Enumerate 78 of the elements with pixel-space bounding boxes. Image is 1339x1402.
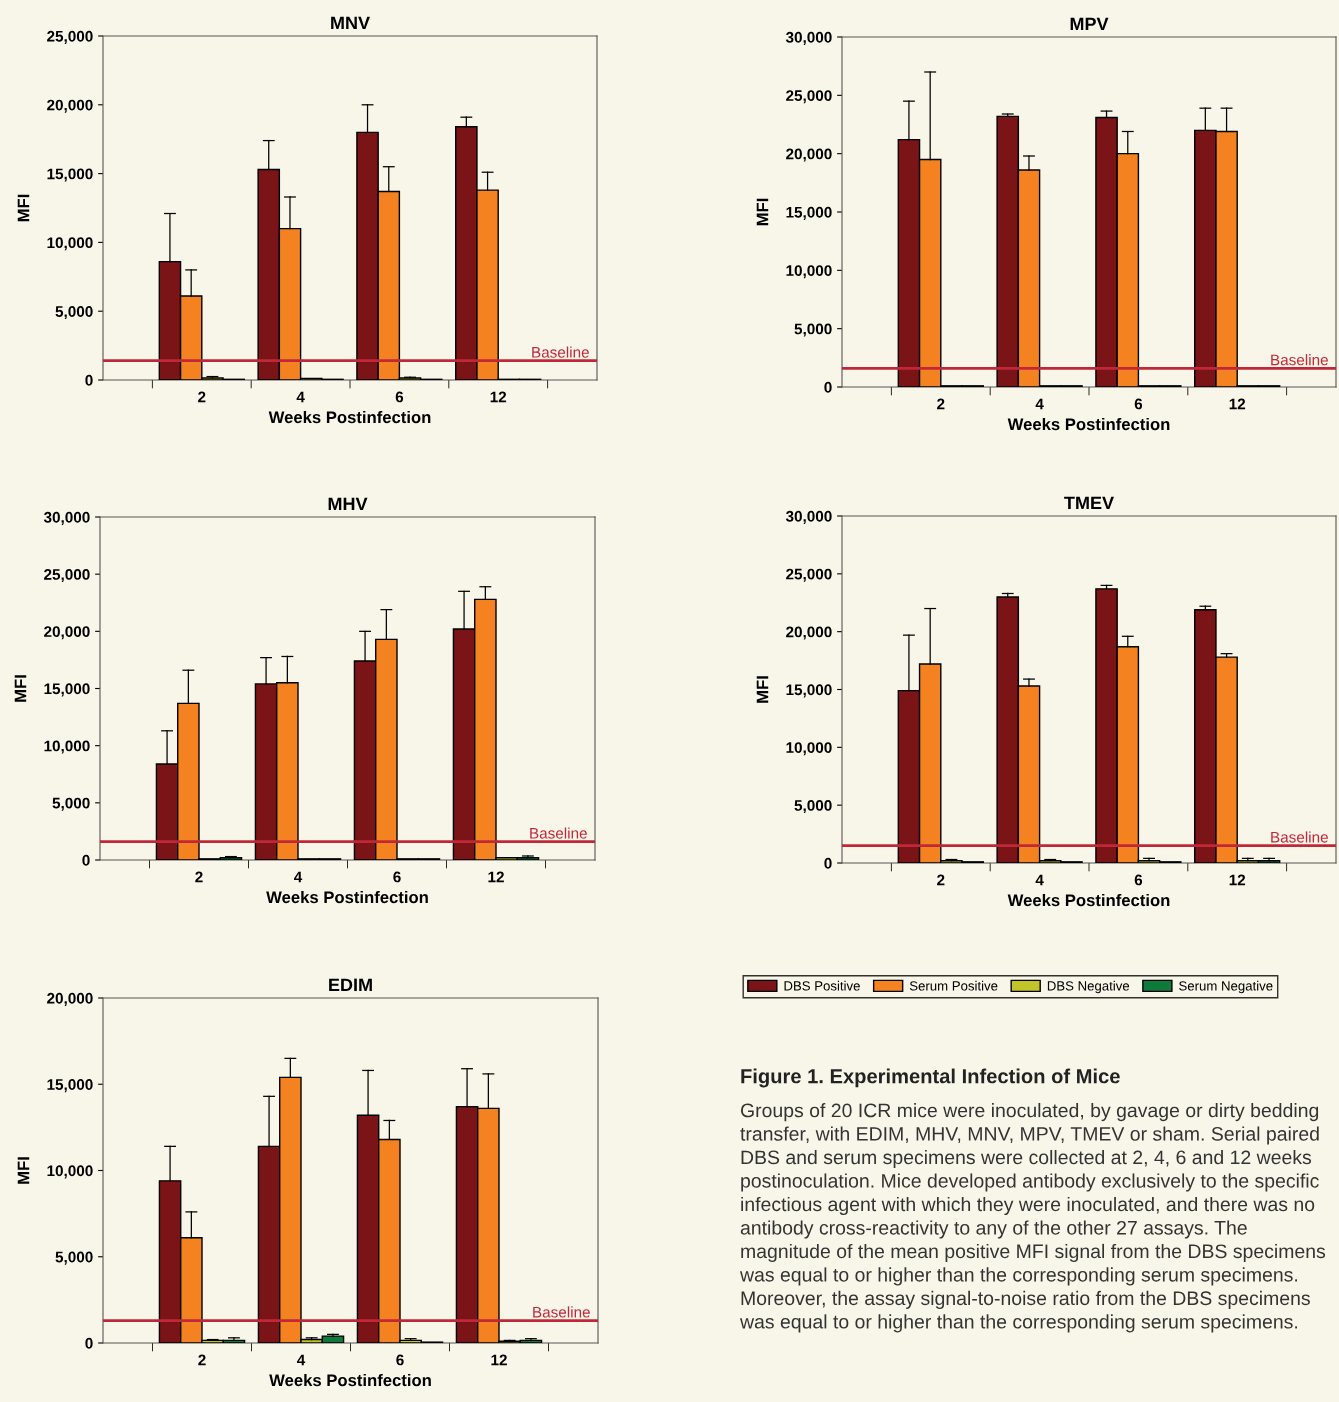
y-tick-label: 25,000: [44, 569, 90, 583]
y-tick-label: 0: [82, 854, 90, 866]
chart-title: TMEV: [1064, 496, 1114, 510]
y-tick-label: 5,000: [794, 323, 832, 337]
y-tick-label: 0: [824, 857, 832, 869]
x-tick-label: 2: [195, 871, 203, 883]
y-axis-title: MFI: [756, 676, 769, 703]
x-axis-title: Weeks Postinfection: [1007, 893, 1170, 907]
y-tick-label: 20,000: [44, 626, 90, 640]
x-axis-title: Weeks Postinfection: [266, 890, 428, 904]
x-tick-label: 4: [296, 1354, 306, 1366]
y-tick-label: 15,000: [786, 206, 832, 220]
x-axis-title: Weeks Postinfection: [1007, 417, 1170, 431]
x-tick-label: 6: [396, 1354, 404, 1366]
chart-title: MHV: [328, 497, 368, 511]
text: Groups of 20 ICR mice were inoculated, by gavage or dirty bedding transfer, with EDIM, MHV, MNV, MPV, TMEV or sham. Serial paired DBS and serum specimens were collected at 2, 4, 6 and 12 weeks postinoculation. Mice developed antibody exclusively to the specific infectious agent with which they were inoculated, and there was no antibody cross-reactivity to any of the other 27 assays. The magnitude of the mean positive MFI signal from the DBS specimens was equal to or higher than the corresponding serum specimens. Moreover, the assay signal-to-noise ratio from the DBS specimens was equal to or higher than the corresponding serum specimens.: [739, 1103, 1326, 1333]
x-tick-label: 12: [488, 871, 504, 883]
y-tick-label: 15,000: [47, 168, 93, 182]
y-tick-label: 30,000: [785, 31, 832, 45]
x-tick-label: 4: [293, 871, 303, 883]
x-tick-label: 4: [296, 391, 305, 403]
x-tick-label: 2: [937, 874, 945, 886]
chart-title: MPV: [1070, 17, 1109, 31]
ref-line-label: Baseline: [533, 1306, 590, 1318]
y-tick-label: 25,000: [786, 568, 832, 582]
y-axis-title: MFI: [756, 198, 769, 226]
x-tick-label: 12: [491, 1354, 507, 1366]
y-tick-label: 10,000: [786, 265, 832, 279]
x-tick-label: 2: [198, 391, 206, 403]
x-tick-label: 6: [395, 391, 404, 403]
x-tick-label: 4: [1035, 874, 1044, 886]
chart-title: MNV: [331, 16, 370, 30]
y-axis-title: MFI: [17, 194, 30, 222]
ref-line-label: Baseline: [530, 827, 587, 839]
y-tick-label: 5,000: [794, 800, 832, 814]
x-axis-title: Weeks Postinfection: [268, 410, 431, 424]
y-tick-label: 30,000: [43, 511, 90, 525]
y-tick-label: 0: [824, 381, 832, 393]
legend-label: Serum Negative: [1179, 980, 1273, 994]
ref-line-label: Baseline: [1271, 354, 1328, 366]
y-tick-label: 10,000: [44, 740, 90, 754]
y-tick-label: 20,000: [47, 99, 93, 113]
y-axis-title: MFI: [14, 675, 27, 702]
y-tick-label: 0: [85, 1337, 93, 1349]
x-tick-label: 12: [1229, 874, 1246, 886]
y-tick-label: 15,000: [47, 1079, 93, 1093]
x-tick-label: 6: [1134, 874, 1143, 886]
y-tick-label: 20,000: [47, 992, 93, 1006]
ref-line-label: Baseline: [532, 346, 589, 358]
y-tick-label: 20,000: [786, 626, 832, 640]
y-tick-label: 25,000: [47, 30, 93, 44]
y-tick-label: 10,000: [786, 742, 832, 756]
y-tick-label: 30,000: [785, 510, 832, 524]
legend-label: DBS Negative: [1047, 980, 1130, 994]
y-tick-label: 15,000: [44, 683, 90, 697]
y-tick-label: 10,000: [47, 237, 93, 251]
text: Figure 1. Experimental Infection of Mice: [741, 1068, 1120, 1088]
y-axis-title: MFI: [17, 1157, 30, 1184]
x-tick-label: 2: [937, 398, 945, 410]
y-tick-label: 5,000: [55, 1251, 93, 1265]
y-tick-label: 25,000: [786, 90, 832, 104]
x-axis-title: Weeks Postinfection: [269, 1373, 431, 1387]
y-tick-label: 0: [85, 374, 93, 386]
ref-line-label: Baseline: [1271, 831, 1328, 843]
x-tick-label: 4: [1035, 398, 1044, 410]
legend-label: Serum Positive: [909, 980, 998, 991]
y-tick-label: 20,000: [786, 148, 832, 162]
y-tick-label: 5,000: [55, 306, 93, 320]
x-tick-label: 2: [198, 1354, 206, 1366]
y-tick-label: 5,000: [52, 797, 90, 811]
x-tick-label: 12: [1229, 398, 1246, 410]
legend-label: DBS Positive: [784, 980, 860, 991]
y-tick-label: 15,000: [786, 684, 832, 698]
x-tick-label: 12: [490, 391, 507, 403]
x-tick-label: 6: [393, 871, 401, 883]
y-tick-label: 10,000: [47, 1165, 93, 1179]
chart-title: EDIM: [329, 978, 372, 992]
x-tick-label: 6: [1134, 398, 1143, 410]
